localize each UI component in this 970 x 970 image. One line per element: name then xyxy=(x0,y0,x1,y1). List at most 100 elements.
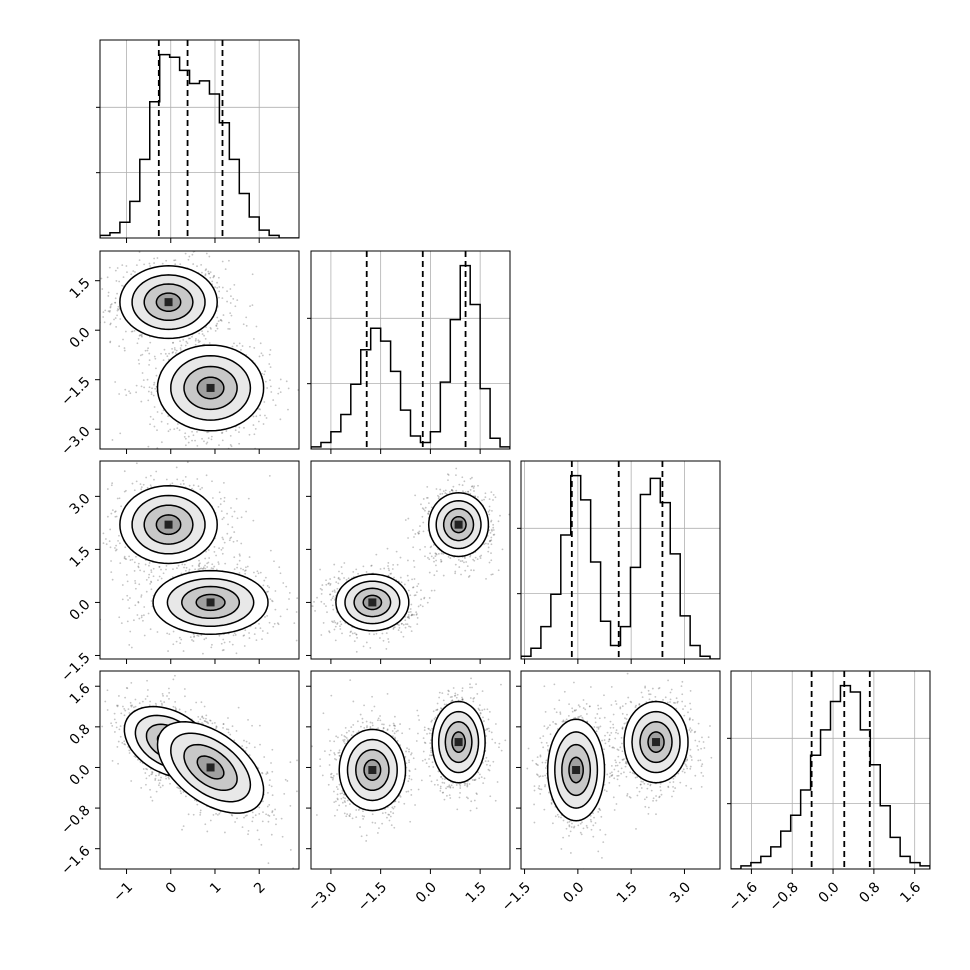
sample-point xyxy=(162,409,165,412)
sample-point xyxy=(439,493,442,495)
sample-point xyxy=(211,280,214,283)
sample-point xyxy=(304,596,306,598)
sample-point xyxy=(413,578,416,580)
sample-point xyxy=(428,510,430,513)
sample-point xyxy=(182,650,185,652)
sample-point xyxy=(420,503,422,506)
sample-point xyxy=(212,567,215,570)
sample-point xyxy=(236,299,239,301)
sample-point xyxy=(192,263,195,265)
sample-point xyxy=(191,253,194,256)
sample-point xyxy=(204,269,207,272)
sample-point xyxy=(201,333,204,335)
sample-point xyxy=(428,558,431,561)
sample-point xyxy=(165,478,168,481)
sample-point xyxy=(108,310,111,313)
sample-point xyxy=(238,442,241,445)
sample-point xyxy=(242,634,245,637)
sample-point xyxy=(208,342,211,344)
sample-point xyxy=(261,354,264,357)
sample-point xyxy=(180,638,183,641)
sample-point xyxy=(295,639,298,642)
sample-point xyxy=(142,379,145,382)
sample-point xyxy=(146,486,149,489)
sample-point xyxy=(154,387,157,390)
sample-point xyxy=(410,603,413,606)
sample-point xyxy=(437,494,439,497)
sample-point xyxy=(261,630,264,632)
sample-point xyxy=(307,376,309,378)
sample-point xyxy=(467,490,469,493)
sample-point xyxy=(114,515,117,518)
sample-point xyxy=(217,276,220,279)
sample-point xyxy=(207,549,210,551)
sample-point xyxy=(425,497,428,499)
sample-point xyxy=(490,520,492,523)
sample-point xyxy=(458,566,461,568)
sample-point xyxy=(208,557,211,559)
sample-point xyxy=(167,430,170,433)
sample-point xyxy=(245,566,247,569)
sample-point xyxy=(222,649,225,651)
sample-point xyxy=(124,546,127,549)
sample-point xyxy=(454,570,457,573)
sample-point xyxy=(184,475,187,478)
sample-point xyxy=(319,568,321,571)
sample-point xyxy=(454,563,457,566)
sample-point xyxy=(164,352,167,355)
sample-point xyxy=(156,631,159,633)
sample-point xyxy=(201,330,203,333)
panel-frame xyxy=(99,250,300,450)
sample-point xyxy=(205,326,207,329)
sample-point xyxy=(490,528,493,531)
sample-point xyxy=(333,589,336,592)
sample-point xyxy=(454,572,457,575)
sample-point xyxy=(258,407,260,410)
sample-point xyxy=(150,571,153,574)
sample-point xyxy=(148,262,151,265)
sample-point xyxy=(153,425,156,428)
sample-point xyxy=(161,262,164,265)
sample-point xyxy=(202,566,205,569)
sample-point xyxy=(172,630,175,633)
sample-point xyxy=(404,519,407,521)
sample-point xyxy=(329,593,331,596)
sample-point xyxy=(148,564,150,567)
sample-point xyxy=(483,498,485,501)
sample-point xyxy=(449,557,452,559)
sample-point xyxy=(197,564,200,567)
sample-point xyxy=(439,488,442,491)
sample-point xyxy=(118,542,121,545)
sample-point xyxy=(187,435,190,438)
sample-point xyxy=(442,552,445,555)
sample-point xyxy=(181,563,184,566)
sample-point xyxy=(268,363,271,365)
sample-point xyxy=(191,639,193,641)
sample-point xyxy=(417,532,420,535)
sample-point xyxy=(172,643,175,646)
sample-point xyxy=(412,546,415,549)
sample-point xyxy=(467,490,470,493)
sample-point xyxy=(488,540,491,543)
sample-point xyxy=(257,420,260,423)
sample-point xyxy=(135,264,138,267)
sample-point xyxy=(228,640,231,643)
sample-point xyxy=(169,428,172,431)
sample-point xyxy=(175,349,178,352)
sample-point xyxy=(488,509,491,512)
sample-point xyxy=(387,567,390,570)
sample-point xyxy=(497,520,500,523)
sample-point xyxy=(134,587,137,590)
sample-point xyxy=(392,563,395,566)
sample-point xyxy=(246,565,249,568)
sample-point xyxy=(491,510,493,512)
sample-point xyxy=(198,340,201,343)
sample-point xyxy=(269,349,272,351)
sample-point xyxy=(222,481,225,484)
sample-point xyxy=(258,355,261,358)
sample-point xyxy=(304,566,306,568)
sample-point xyxy=(467,576,470,578)
sample-point xyxy=(121,264,124,266)
sample-point xyxy=(258,622,260,625)
sample-point xyxy=(110,571,113,574)
